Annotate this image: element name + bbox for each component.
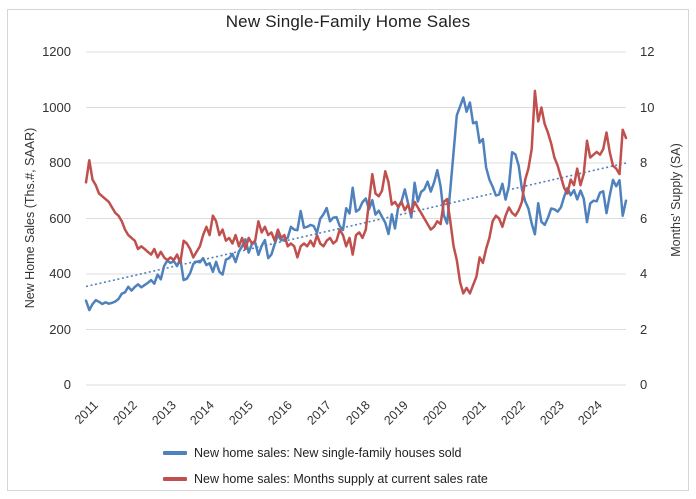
right-tick-label: 4 — [640, 266, 648, 281]
right-tick-label: 6 — [640, 210, 648, 226]
left-tick-label: 600 — [49, 210, 71, 226]
left-tick-label: 0 — [63, 377, 71, 392]
left-tick-label: 800 — [49, 155, 71, 170]
plot-svg — [84, 51, 628, 386]
left-tick-label: 1000 — [42, 99, 71, 115]
chart-frame — [7, 9, 689, 491]
right-tick-label: 10 — [640, 99, 655, 115]
left-tick-label: 200 — [49, 321, 71, 337]
legend-label-sales: New home sales: New single-family houses… — [194, 446, 462, 460]
left-tick-label: 1200 — [42, 44, 71, 59]
legend: New home sales: New single-family houses… — [163, 444, 488, 496]
right-tick-label: 0 — [640, 377, 648, 392]
legend-label-supply: New home sales: Months supply at current… — [194, 472, 488, 486]
legend-row-supply: New home sales: Months supply at current… — [163, 470, 488, 488]
sales-line — [84, 96, 628, 312]
legend-row-sales: New home sales: New single-family houses… — [163, 444, 488, 462]
right-tick-label: 12 — [640, 44, 655, 59]
plot-area — [84, 51, 628, 386]
sales-line-swatch — [163, 451, 187, 455]
chart-title: New Single-Family Home Sales — [225, 12, 471, 31]
left-tick-label: 400 — [49, 266, 71, 281]
right-tick-label: 2 — [640, 321, 648, 337]
supply-line-swatch — [163, 477, 187, 481]
supply-line — [84, 89, 628, 295]
right-tick-label: 8 — [640, 155, 648, 170]
